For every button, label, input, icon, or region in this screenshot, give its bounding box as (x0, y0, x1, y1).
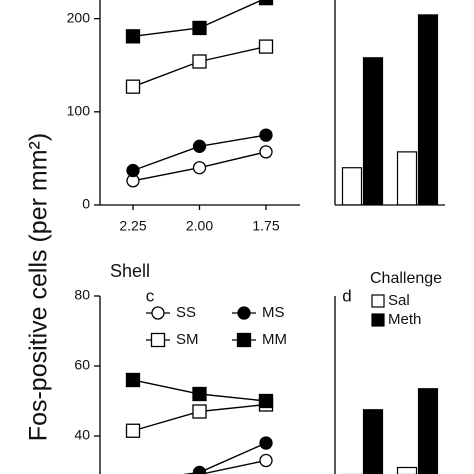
legend-label: SM (176, 331, 199, 348)
marker (151, 306, 165, 320)
marker (258, 0, 274, 6)
marker (150, 332, 166, 348)
legend-title: Challenge (370, 270, 442, 287)
legend-swatch (371, 294, 385, 308)
x-tick-label: 2.00 (186, 218, 213, 234)
y-tick-label: 80 (74, 287, 90, 303)
marker (126, 163, 140, 178)
bar (417, 14, 439, 206)
marker (258, 393, 274, 409)
marker (259, 128, 273, 142)
y-tick-label: 40 (74, 427, 90, 443)
bar (362, 409, 384, 474)
legend-label: MM (262, 331, 287, 348)
marker (125, 79, 141, 94)
marker (192, 139, 207, 153)
y-tick-label: 60 (74, 357, 90, 373)
marker (192, 465, 207, 474)
bar (362, 57, 384, 206)
panel-label: d (342, 286, 351, 305)
marker (236, 332, 252, 348)
x-tick-label: 1.75 (252, 218, 279, 234)
series-line (198, 459, 267, 474)
plot-area (341, 14, 439, 206)
legend-label: Sal (388, 292, 410, 309)
marker (125, 29, 141, 44)
y-axis-label: Fos-positive cells (per mm²) (25, 133, 53, 441)
legend-swatch (371, 313, 385, 327)
marker (192, 386, 207, 402)
marker (192, 20, 207, 36)
y-tick-label: 0 (82, 196, 90, 212)
y-tick-label: 200 (67, 9, 91, 25)
marker (125, 423, 141, 438)
bar (417, 388, 439, 474)
plot-area (125, 372, 274, 474)
marker (259, 453, 273, 468)
plot-area (341, 388, 439, 474)
bar (341, 167, 363, 206)
plot-area (125, 0, 274, 188)
panel-label: c (146, 286, 155, 305)
marker (259, 436, 273, 450)
marker (258, 39, 274, 54)
marker (192, 404, 207, 419)
bar (396, 466, 418, 474)
legend-label: Meth (388, 311, 421, 328)
marker (192, 54, 207, 69)
marker (259, 145, 273, 159)
y-tick-label: 100 (67, 103, 91, 119)
marker (237, 306, 251, 320)
bar (396, 151, 418, 206)
x-tick-label: 2.25 (119, 218, 146, 234)
legend-label: MS (262, 304, 285, 321)
marker (192, 161, 207, 175)
panel-title: Shell (110, 261, 150, 281)
marker (125, 372, 141, 388)
legend-label: SS (176, 304, 196, 321)
